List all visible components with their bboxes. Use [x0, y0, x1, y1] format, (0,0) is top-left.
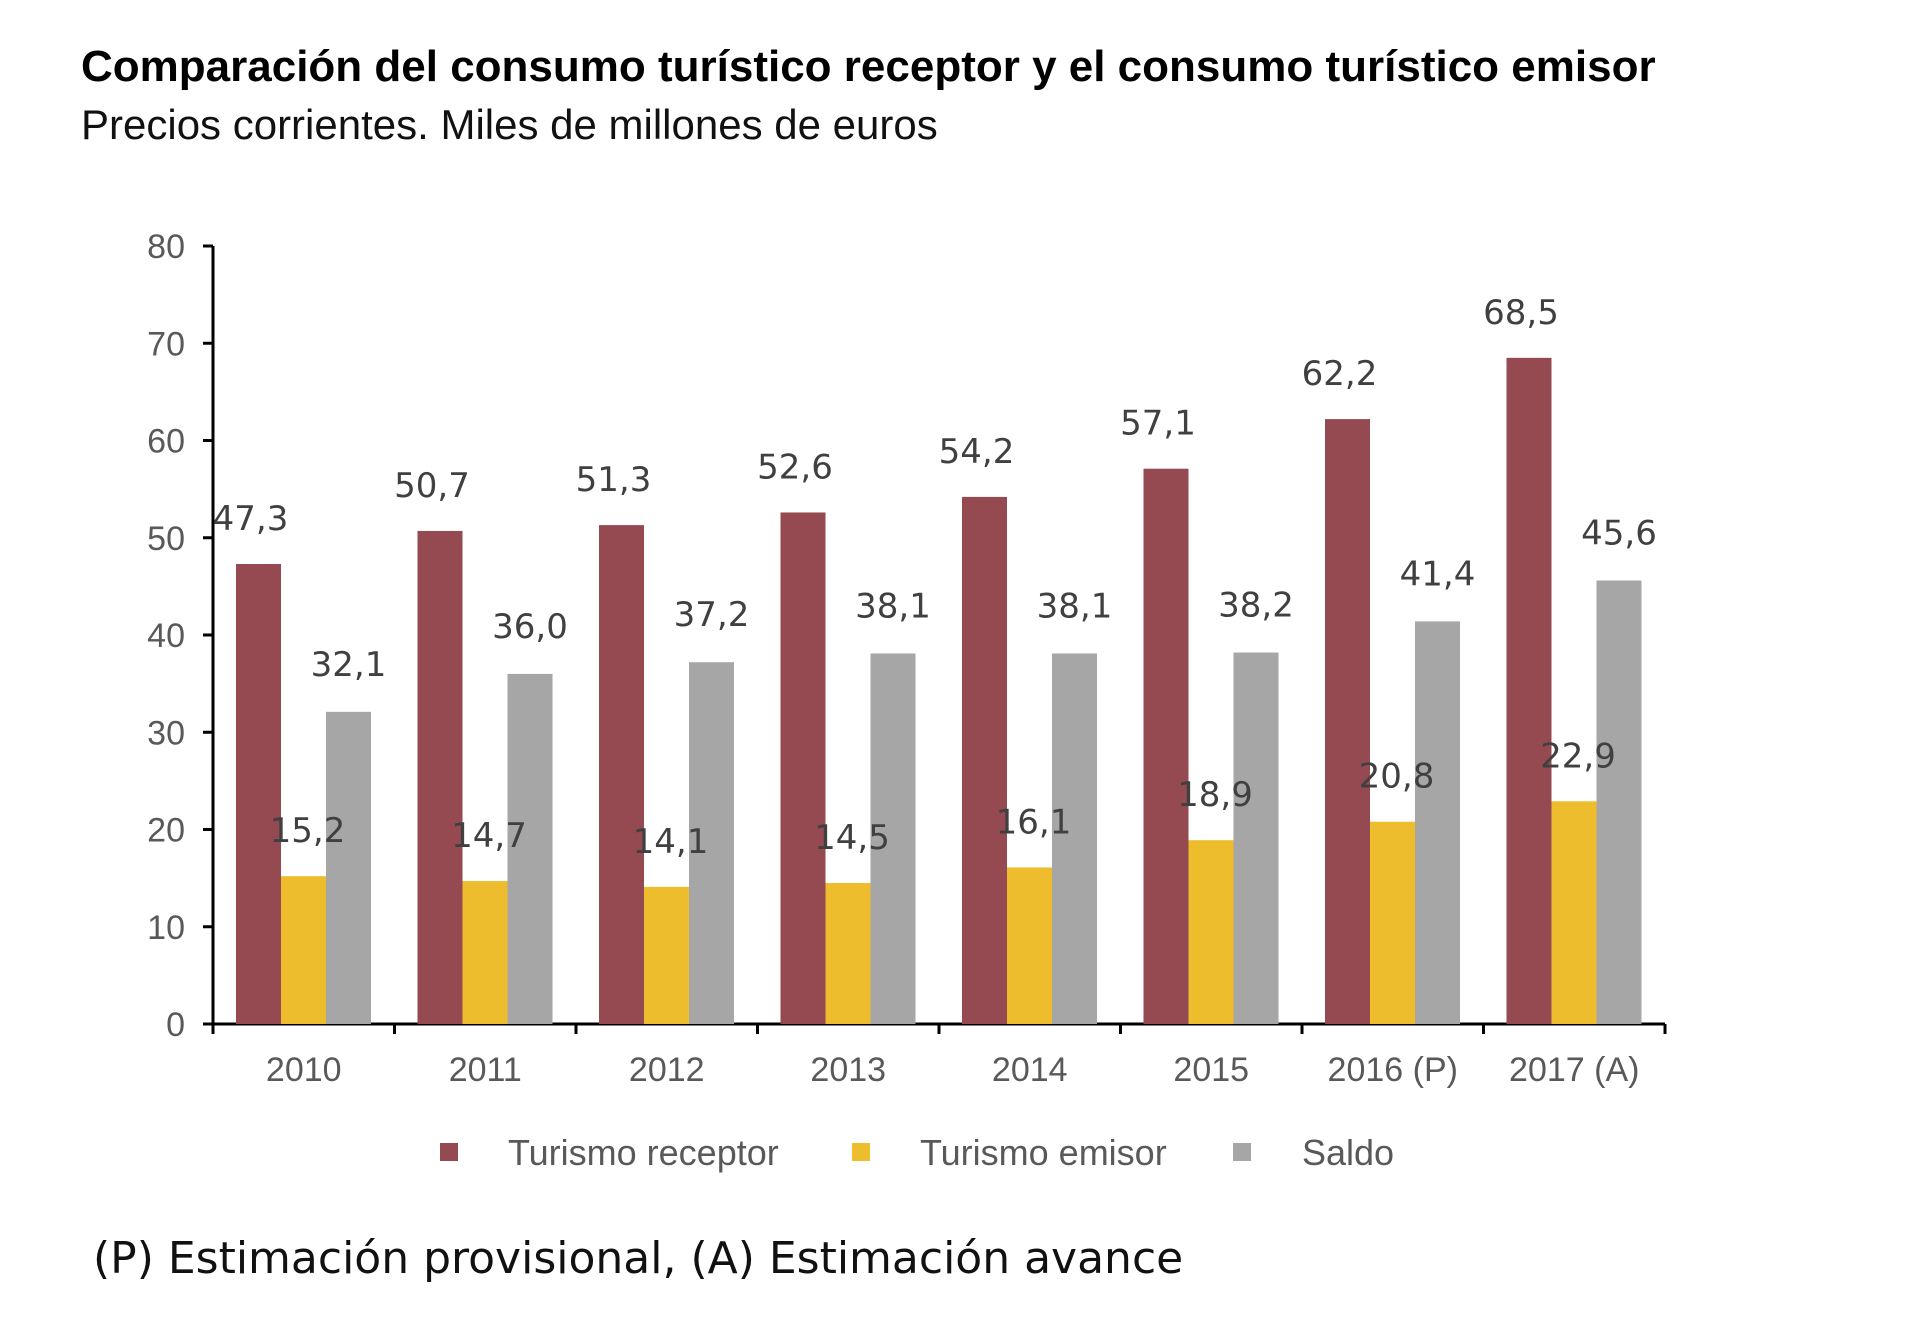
legend: Turismo receptor Turismo emisor Saldo — [440, 1132, 1394, 1173]
y-tick-label: 60 — [147, 423, 185, 461]
data-label: 20,8 — [1359, 757, 1435, 797]
y-tick-label: 30 — [147, 714, 185, 752]
bar — [870, 653, 916, 1024]
data-label: 38,1 — [1037, 586, 1113, 626]
y-tick-label: 20 — [147, 812, 185, 850]
bar — [1506, 357, 1552, 1024]
bar — [780, 512, 826, 1024]
legend-label: Saldo — [1302, 1132, 1394, 1173]
data-label: 51,3 — [576, 460, 652, 500]
legend-label: Turismo receptor — [508, 1132, 779, 1173]
data-label: 14,5 — [814, 818, 890, 858]
bar — [599, 525, 644, 1024]
bar — [1370, 821, 1415, 1024]
data-label: 41,4 — [1400, 554, 1476, 594]
chart-subtitle: Precios corrientes. Miles de millones de… — [81, 101, 938, 148]
data-label: 37,2 — [674, 595, 750, 635]
data-label: 52,6 — [757, 447, 833, 487]
y-tick-label: 0 — [166, 1006, 185, 1044]
y-tick-label: 10 — [147, 909, 185, 947]
bar — [281, 876, 326, 1024]
footnote: (P) Estimación provisional, (A) Estimaci… — [93, 1233, 1184, 1284]
bar — [1551, 801, 1597, 1024]
bar — [507, 673, 553, 1024]
bar — [689, 662, 734, 1024]
bar — [1007, 867, 1052, 1024]
data-label: 50,7 — [394, 466, 470, 506]
axes: 0 10 20 30 40 50 60 70 80 2010 2011 2012 2013 2014 201… — [147, 228, 1667, 1089]
bar — [417, 530, 463, 1024]
data-labels: 47,3 50,7 51,3 52,6 54,2 57,1 62,2 68,5 15,2 14,7… — [213, 293, 1657, 862]
data-label: 22,9 — [1540, 736, 1616, 776]
legend-swatch — [852, 1143, 870, 1161]
data-label: 14,7 — [451, 816, 527, 856]
x-tick-label: 2014 — [992, 1051, 1068, 1089]
bar — [236, 564, 281, 1024]
data-label: 18,9 — [1177, 775, 1253, 815]
data-label: 38,1 — [855, 586, 931, 626]
data-label: 38,2 — [1218, 586, 1294, 626]
data-label: 32,1 — [311, 645, 387, 685]
legend-swatch — [440, 1143, 458, 1161]
data-label: 54,2 — [939, 432, 1015, 472]
data-label: 47,3 — [213, 499, 289, 539]
bar — [1233, 652, 1279, 1024]
data-label: 14,1 — [633, 822, 709, 862]
data-label: 15,2 — [270, 811, 346, 851]
bar — [1188, 840, 1234, 1024]
x-tick-label: 2017 (A) — [1509, 1051, 1639, 1089]
bar — [1596, 580, 1642, 1024]
legend-label: Turismo emisor — [920, 1132, 1167, 1173]
bar — [1415, 621, 1460, 1024]
chart-title: Comparación del consumo turístico recept… — [81, 42, 1656, 91]
bar — [1052, 653, 1097, 1024]
bar — [825, 882, 871, 1024]
x-tick-label: 2013 — [810, 1051, 886, 1089]
data-label: 36,0 — [492, 607, 568, 647]
data-label: 68,5 — [1483, 293, 1559, 333]
bar — [1325, 419, 1370, 1025]
y-tick-label: 50 — [147, 520, 185, 558]
bar — [644, 886, 689, 1024]
data-label: 16,1 — [996, 802, 1072, 842]
bar — [1143, 468, 1189, 1024]
y-tick-label: 40 — [147, 617, 185, 655]
bar — [326, 711, 371, 1024]
x-tick-label: 2010 — [266, 1051, 342, 1089]
legend-swatch — [1233, 1143, 1251, 1161]
x-tick-label: 2011 — [449, 1051, 522, 1089]
y-tick-label: 70 — [147, 325, 185, 363]
y-tick-label: 80 — [147, 228, 185, 266]
data-label: 57,1 — [1120, 404, 1196, 444]
data-label: 62,2 — [1302, 354, 1378, 394]
x-tick-label: 2012 — [629, 1051, 705, 1089]
bar — [962, 496, 1007, 1024]
x-tick-label: 2015 — [1173, 1051, 1249, 1089]
data-label: 45,6 — [1581, 514, 1657, 554]
bars — [236, 357, 1642, 1025]
bar — [462, 881, 508, 1024]
x-tick-label: 2016 (P) — [1328, 1051, 1458, 1089]
